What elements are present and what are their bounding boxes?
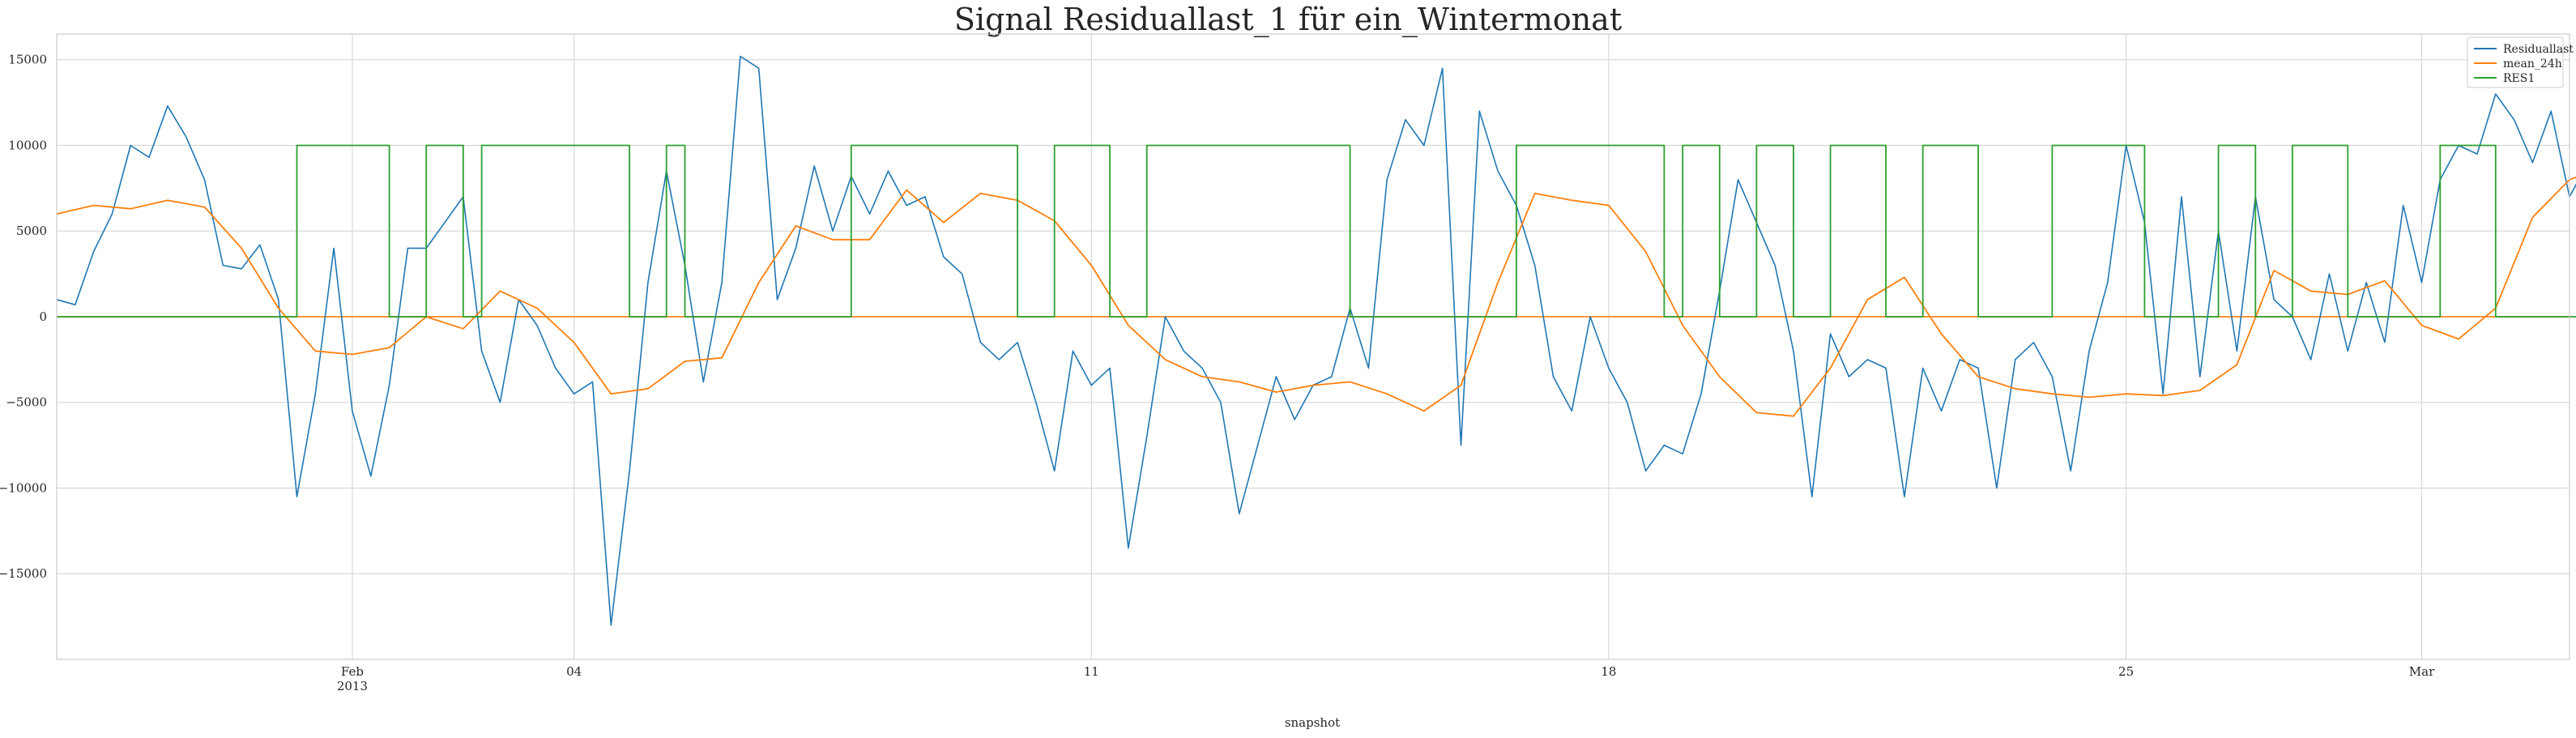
chart-title: Signal Residuallast_1 für ein_Wintermona… xyxy=(954,2,1622,38)
legend-label: RES1 xyxy=(2503,72,2535,85)
legend-box xyxy=(2467,36,2564,88)
x-tick-label: 25 xyxy=(2118,664,2134,679)
x-tick-label: 18 xyxy=(1601,664,1616,679)
series-line-mean-24h xyxy=(56,176,2576,417)
x-tick-label: 11 xyxy=(1084,664,1099,679)
series-line-res1 xyxy=(57,144,2576,318)
x-axis-label: snapshot xyxy=(1285,715,1340,730)
y-tick-label: 0 xyxy=(39,309,47,324)
plot-frame xyxy=(56,33,2570,660)
grid xyxy=(57,34,2570,659)
y-tick-label: 10000 xyxy=(8,138,47,152)
y-tick-label: −15000 xyxy=(0,566,47,581)
x-tick-label: Mar xyxy=(2409,664,2435,679)
legend: Residuallast mean_24h RES1 xyxy=(2467,36,2574,88)
series-line-residuallast xyxy=(56,55,2576,626)
legend-label: mean_24h xyxy=(2503,58,2562,70)
y-tick-label: −5000 xyxy=(6,395,47,410)
y-tick-labels: −15000 −10000 −5000 0 5000 10000 15000 xyxy=(0,53,47,582)
series-lines xyxy=(56,55,2576,626)
y-tick-label: 5000 xyxy=(16,224,47,238)
x-tick-sublabel: 2013 xyxy=(337,679,368,693)
y-tick-label: 15000 xyxy=(8,53,47,67)
legend-label: Residuallast xyxy=(2503,43,2574,56)
x-tick-label: 04 xyxy=(566,664,582,679)
y-tick-label: −10000 xyxy=(0,480,47,495)
x-tick-label: Feb xyxy=(341,664,364,679)
